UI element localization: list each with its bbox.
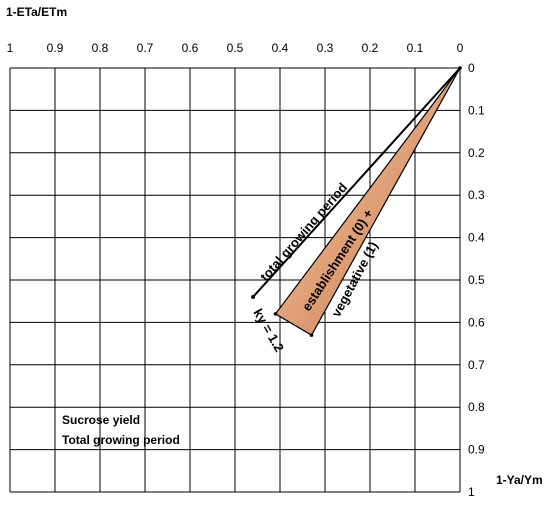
- y-tick-label: 0: [468, 61, 475, 75]
- x-tick-label: 0.6: [182, 41, 199, 55]
- y-tick-label: 0.5: [468, 273, 485, 287]
- y-tick-label: 1: [468, 485, 475, 499]
- y-tick-label: 0.9: [468, 443, 485, 457]
- x-tick-label: 0.9: [47, 41, 64, 55]
- wedge-establishment-vegetative: [274, 67, 461, 336]
- x-tick-label: 0.3: [317, 41, 334, 55]
- y-tick-label: 0.3: [468, 188, 485, 202]
- grid: [9, 67, 461, 493]
- y-tick-labels: 0 0.1 0.2 0.3 0.4 0.5 0.6 0.7 0.8 0.9 1: [468, 61, 485, 499]
- plot-marks: [251, 66, 462, 337]
- x-axis-label: 1-Ya/Ym: [496, 473, 543, 487]
- x-tick-label: 0.5: [227, 41, 244, 55]
- x-tick-label: 0.7: [137, 41, 154, 55]
- line-end-marker: [251, 294, 255, 299]
- y-tick-label: 0.1: [468, 103, 485, 117]
- x-tick-labels: 1 0.9 0.8 0.7 0.6 0.5 0.4 0.3 0.2 0.1 0: [7, 41, 464, 55]
- y-tick-label: 0.6: [468, 315, 485, 329]
- y-tick-label: 0.2: [468, 146, 485, 160]
- x-tick-label: 1: [7, 41, 14, 55]
- wedge-vertex-marker: [309, 333, 314, 337]
- x-tick-label: 0.8: [92, 41, 109, 55]
- x-tick-label: 0.4: [272, 41, 289, 55]
- x-tick-label: 0.1: [407, 41, 424, 55]
- legend-line-1: Sucrose yield: [62, 413, 140, 427]
- x-tick-label: 0.2: [362, 41, 379, 55]
- legend-line-2: Total growing period: [62, 433, 180, 447]
- y-tick-label: 0.7: [468, 358, 485, 372]
- y-tick-label: 0.8: [468, 400, 485, 414]
- y-axis-label: 1-ETa/ETm: [6, 5, 67, 19]
- wedge-vertex-marker: [273, 312, 278, 316]
- y-tick-label: 0.4: [468, 231, 485, 245]
- x-tick-label: 0: [457, 41, 464, 55]
- line-ky-total-growing-period: [252, 67, 461, 298]
